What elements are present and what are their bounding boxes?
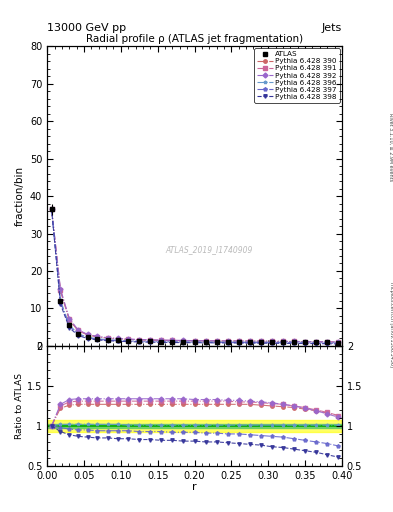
X-axis label: r: r (192, 482, 197, 492)
Title: Radial profile ρ (ATLAS jet fragmentation): Radial profile ρ (ATLAS jet fragmentatio… (86, 34, 303, 44)
Bar (47, 420, 342, 432)
Legend: ATLAS, Pythia 6.428 390, Pythia 6.428 391, Pythia 6.428 392, Pythia 6.428 396, P: ATLAS, Pythia 6.428 390, Pythia 6.428 39… (254, 48, 340, 103)
Y-axis label: fraction/bin: fraction/bin (15, 166, 24, 226)
Text: mcplots.cern.ch [arXiv:1306.3436]: mcplots.cern.ch [arXiv:1306.3436] (389, 282, 393, 367)
Text: ATLAS_2019_I1740909: ATLAS_2019_I1740909 (165, 245, 253, 254)
Y-axis label: Ratio to ATLAS: Ratio to ATLAS (15, 373, 24, 439)
Bar (47, 423, 342, 429)
Text: 13000 GeV pp: 13000 GeV pp (47, 23, 126, 33)
Text: Jets: Jets (321, 23, 342, 33)
Text: Rivet 3.1.10, ≥ 2.9M events: Rivet 3.1.10, ≥ 2.9M events (389, 113, 393, 181)
